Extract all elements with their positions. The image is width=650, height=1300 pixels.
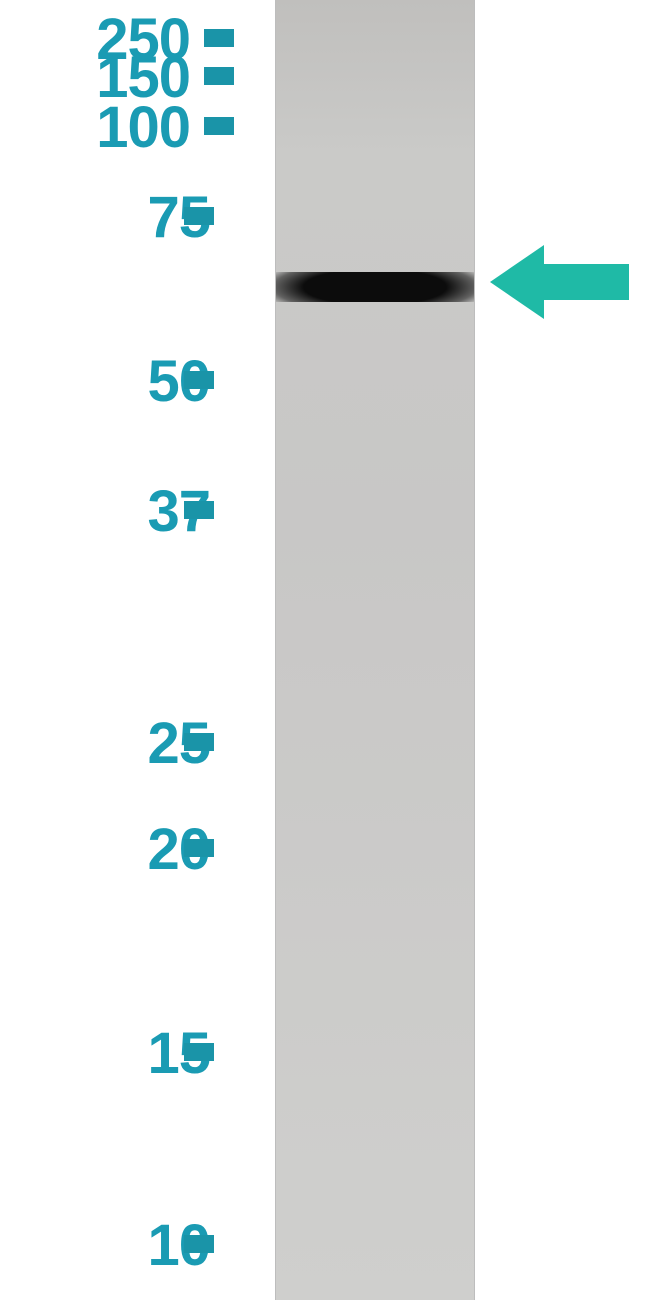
mw-marker-tick: [204, 117, 234, 135]
arrow-shaft: [544, 264, 629, 300]
mw-marker-tick: [184, 1043, 214, 1061]
mw-marker-tick: [184, 207, 214, 225]
mw-marker-tick: [184, 501, 214, 519]
mw-marker-tick: [184, 839, 214, 857]
blot-figure: 25015010075503725201510: [0, 0, 650, 1300]
blot-band: [276, 272, 474, 302]
mw-marker-tick: [184, 371, 214, 389]
mw-marker-tick: [184, 1235, 214, 1253]
blot-lane: [275, 0, 475, 1300]
mw-marker-tick: [204, 67, 234, 85]
target-arrow-icon: [490, 245, 629, 319]
mw-marker-tick: [184, 733, 214, 751]
mw-marker-label: 100: [40, 94, 190, 161]
mw-marker-tick: [204, 29, 234, 47]
arrow-head: [490, 245, 544, 319]
